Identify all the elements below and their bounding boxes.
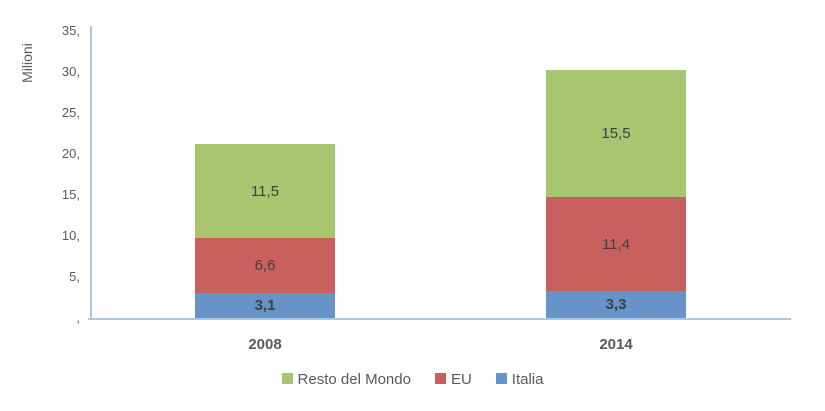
legend: Resto del Mondo EU Italia [0, 371, 825, 388]
data-label: 3,3 [605, 295, 627, 313]
bar-segment-resto-del-mondo: 15,5 [546, 70, 686, 198]
y-tick-label: 30, [61, 64, 80, 79]
y-axis-line [90, 26, 92, 320]
bar-segment-eu: 6,6 [195, 238, 335, 293]
legend-item-eu: EU [434, 371, 472, 388]
legend-label: EU [450, 371, 472, 388]
legend-swatch-icon [434, 372, 446, 384]
data-label: 3,1 [254, 296, 276, 314]
bar-segment-resto-del-mondo: 11,5 [195, 144, 335, 239]
category-label-2014: 2014 [599, 336, 633, 353]
legend-label: Italia [511, 371, 544, 388]
legend-swatch-icon [495, 372, 507, 384]
y-tick-label: 5, [69, 269, 80, 284]
data-label: 11,4 [601, 235, 631, 253]
y-tick-label: 20, [61, 146, 80, 161]
bar-segment-eu: 11,4 [546, 197, 686, 291]
category-label-2008: 2008 [248, 336, 282, 353]
data-label: 15,5 [601, 125, 631, 143]
x-axis-line [88, 318, 791, 320]
y-tick-label: , [76, 310, 80, 325]
y-tick-label: 35, [61, 23, 80, 38]
legend-item-italia: Italia [495, 371, 544, 388]
bar-segment-italia: 3,3 [546, 290, 686, 318]
y-tick-label: 25, [61, 105, 80, 120]
legend-swatch-icon [281, 372, 293, 384]
y-tick-label: 15, [61, 187, 80, 202]
legend-label: Resto del Mondo [297, 371, 411, 388]
data-label: 6,6 [254, 257, 276, 274]
y-tick-label: 10, [61, 228, 80, 243]
data-label: 11,5 [250, 182, 280, 200]
bar-segment-italia: 3,1 [195, 292, 335, 318]
legend-item-resto-del-mondo: Resto del Mondo [281, 371, 411, 388]
